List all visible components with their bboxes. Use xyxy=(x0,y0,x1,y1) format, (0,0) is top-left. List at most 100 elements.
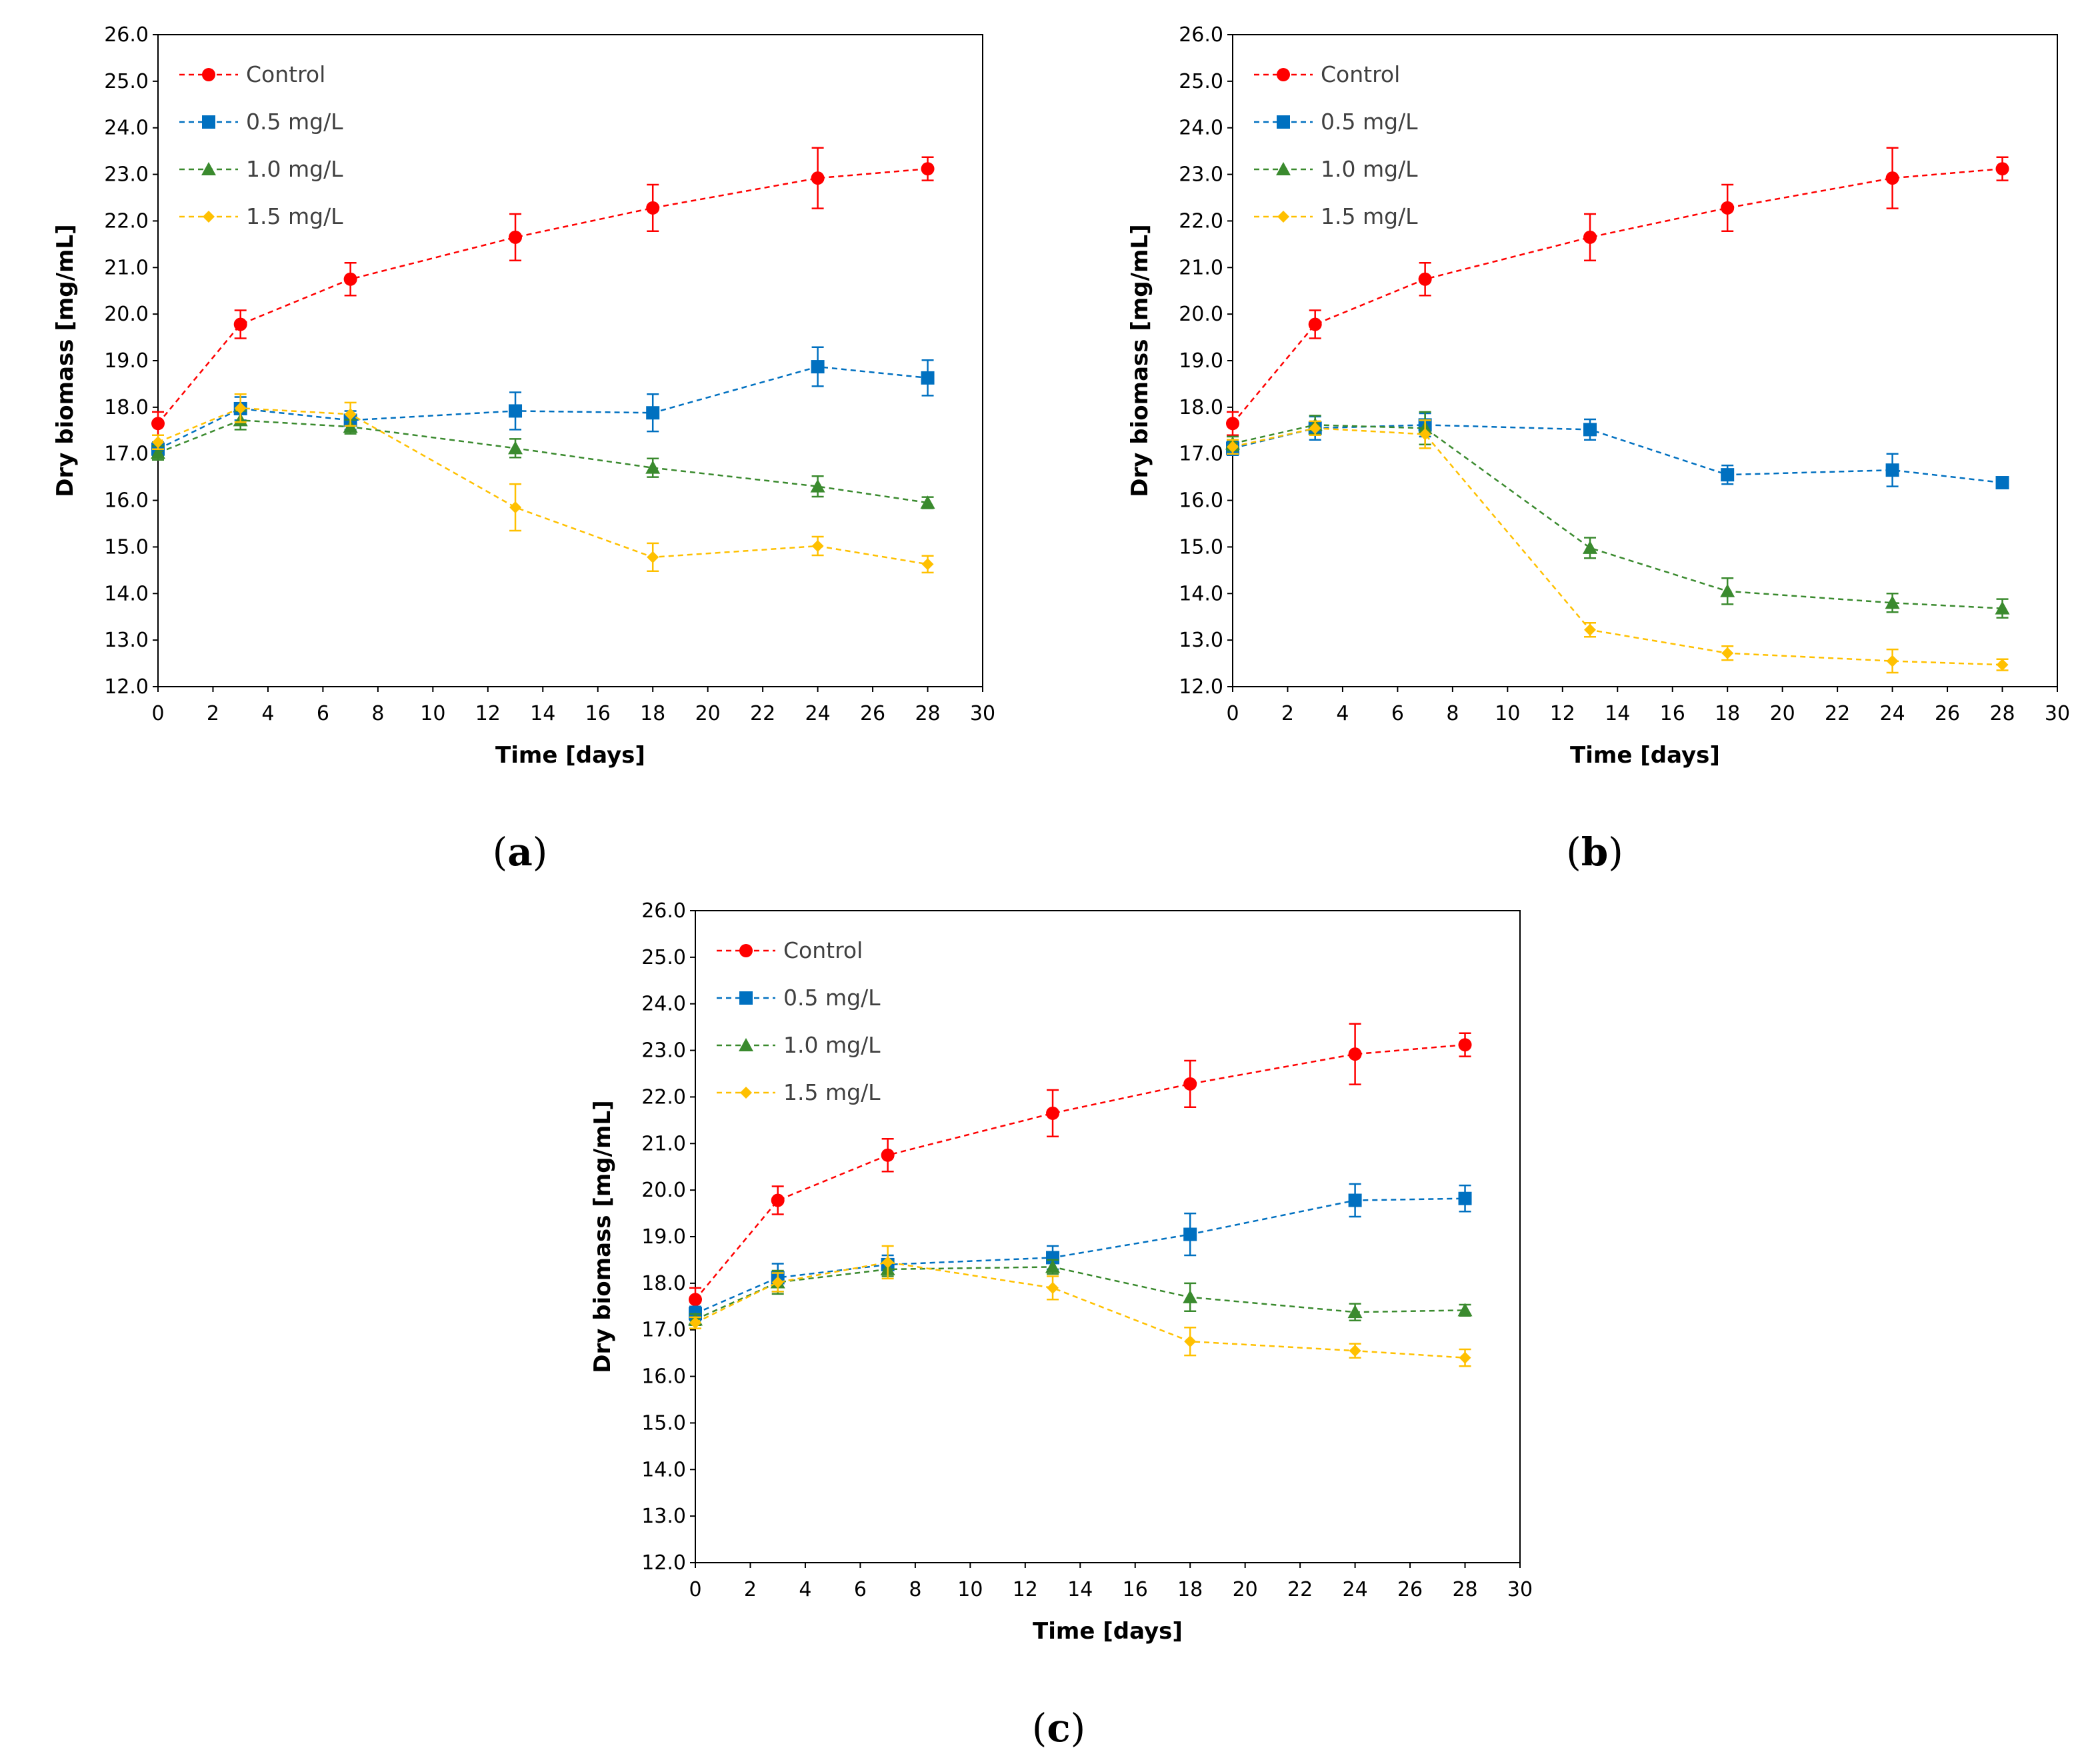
y-axis-title: Dry biomass [mg/mL] xyxy=(52,224,79,497)
legend-marker xyxy=(201,162,216,175)
x-tick-label: 8 xyxy=(371,702,384,725)
data-point xyxy=(689,1317,701,1329)
y-axis-title: Dry biomass [mg/mL] xyxy=(1127,224,1153,497)
x-tick-label: 16 xyxy=(585,702,611,725)
y-tick-label: 15.0 xyxy=(641,1411,686,1435)
data-point xyxy=(1583,423,1597,437)
series-1-0-mg-l xyxy=(688,1259,1473,1326)
series-1-0-mg-l xyxy=(1225,411,2010,619)
x-tick-label: 2 xyxy=(207,702,219,725)
series-control xyxy=(151,147,935,437)
data-point xyxy=(1348,1193,1362,1207)
x-tick-label: 10 xyxy=(420,702,445,725)
x-tick-label: 16 xyxy=(1123,1578,1148,1601)
x-tick-label: 22 xyxy=(1825,702,1850,725)
y-tick-label: 13.0 xyxy=(641,1505,686,1528)
legend-marker xyxy=(740,1087,752,1099)
x-tick-label: 30 xyxy=(970,702,995,725)
data-point xyxy=(1583,230,1597,244)
x-tick-label: 26 xyxy=(860,702,885,725)
x-tick-label: 14 xyxy=(1605,702,1630,725)
x-tick-label: 0 xyxy=(151,702,164,725)
y-tick-label: 21.0 xyxy=(104,256,149,279)
y-tick-label: 17.0 xyxy=(1179,443,1223,466)
x-tick-label: 24 xyxy=(1880,702,1905,725)
legend-label: 1.5 mg/L xyxy=(783,1079,881,1105)
y-tick-label: 14.0 xyxy=(1179,582,1223,605)
y-tick-label: 12.0 xyxy=(641,1551,686,1575)
legend-label: 1.0 mg/L xyxy=(1321,156,1418,182)
panel-label-letter: b xyxy=(1581,829,1609,875)
y-tick-label: 23.0 xyxy=(641,1039,686,1063)
data-point xyxy=(921,162,935,176)
x-tick-label: 2 xyxy=(744,1578,757,1601)
data-point xyxy=(1184,1335,1197,1348)
panel-label-close-paren: ) xyxy=(1071,1705,1086,1751)
data-point xyxy=(1995,162,2009,176)
data-point xyxy=(647,551,659,563)
data-point xyxy=(771,1193,785,1207)
data-point xyxy=(1349,1345,1361,1357)
legend-marker xyxy=(1277,211,1289,223)
data-point xyxy=(1721,468,1735,482)
legend: Control 0.5 mg/L 1.0 mg/L 1.5 mg/L xyxy=(179,61,343,229)
data-point xyxy=(1347,1305,1363,1319)
y-tick-label: 14.0 xyxy=(104,582,149,605)
y-tick-label: 24.0 xyxy=(1179,117,1223,140)
data-point xyxy=(508,441,523,455)
y-axis-title: Dry biomass [mg/mL] xyxy=(589,1100,616,1373)
data-point xyxy=(509,230,523,244)
series-0-5-mg-l xyxy=(151,346,935,457)
data-point xyxy=(1885,463,1899,477)
data-point xyxy=(1046,1106,1060,1120)
x-tick-label: 24 xyxy=(1343,1578,1368,1601)
panel-label: (b) xyxy=(1566,829,1623,875)
legend-marker xyxy=(1277,68,1290,81)
data-point xyxy=(1226,417,1239,431)
legend-marker xyxy=(739,991,753,1005)
data-point xyxy=(1308,317,1322,331)
x-tick-label: 20 xyxy=(1233,1578,1258,1601)
y-tick-label: 20.0 xyxy=(104,303,149,326)
data-point xyxy=(1886,655,1899,667)
legend: Control 0.5 mg/L 1.0 mg/L 1.5 mg/L xyxy=(717,937,881,1105)
legend-marker xyxy=(739,944,753,957)
y-tick-label: 25.0 xyxy=(104,70,149,93)
data-point xyxy=(1584,623,1597,636)
y-tick-label: 16.0 xyxy=(641,1365,686,1389)
data-point xyxy=(1419,428,1431,441)
panel-label-close-paren: ) xyxy=(533,829,548,875)
data-point xyxy=(920,495,935,509)
data-point xyxy=(1995,476,2009,490)
legend-marker xyxy=(1277,115,1290,129)
x-tick-label: 10 xyxy=(1495,702,1520,725)
y-tick-label: 16.0 xyxy=(104,489,149,513)
data-point xyxy=(646,201,660,215)
data-point xyxy=(646,406,660,420)
y-tick-label: 12.0 xyxy=(1179,675,1223,699)
x-tick-label: 4 xyxy=(261,702,274,725)
data-point xyxy=(881,1256,894,1269)
legend-label: Control xyxy=(783,937,863,963)
y-tick-label: 23.0 xyxy=(104,163,149,187)
data-point xyxy=(233,317,247,331)
legend-marker xyxy=(202,68,215,81)
y-tick-label: 19.0 xyxy=(641,1225,686,1249)
chart-panel-b: 12.013.014.015.016.017.018.019.020.021.0… xyxy=(1127,23,2070,875)
data-point xyxy=(1720,583,1735,597)
data-point xyxy=(689,1293,702,1307)
x-tick-label: 26 xyxy=(1935,702,1960,725)
data-point xyxy=(152,436,164,449)
data-point xyxy=(509,404,523,418)
data-point xyxy=(1309,422,1321,435)
series-line xyxy=(1232,424,2003,609)
y-tick-label: 22.0 xyxy=(1179,209,1223,233)
panel-label: (c) xyxy=(1032,1705,1086,1751)
panel-label-open-paren: ( xyxy=(1566,829,1581,875)
y-tick-label: 23.0 xyxy=(1179,163,1223,187)
x-tick-label: 28 xyxy=(915,702,940,725)
y-tick-label: 18.0 xyxy=(641,1272,686,1295)
y-tick-label: 17.0 xyxy=(104,443,149,466)
legend-marker xyxy=(202,115,215,129)
x-tick-label: 22 xyxy=(1287,1578,1313,1601)
